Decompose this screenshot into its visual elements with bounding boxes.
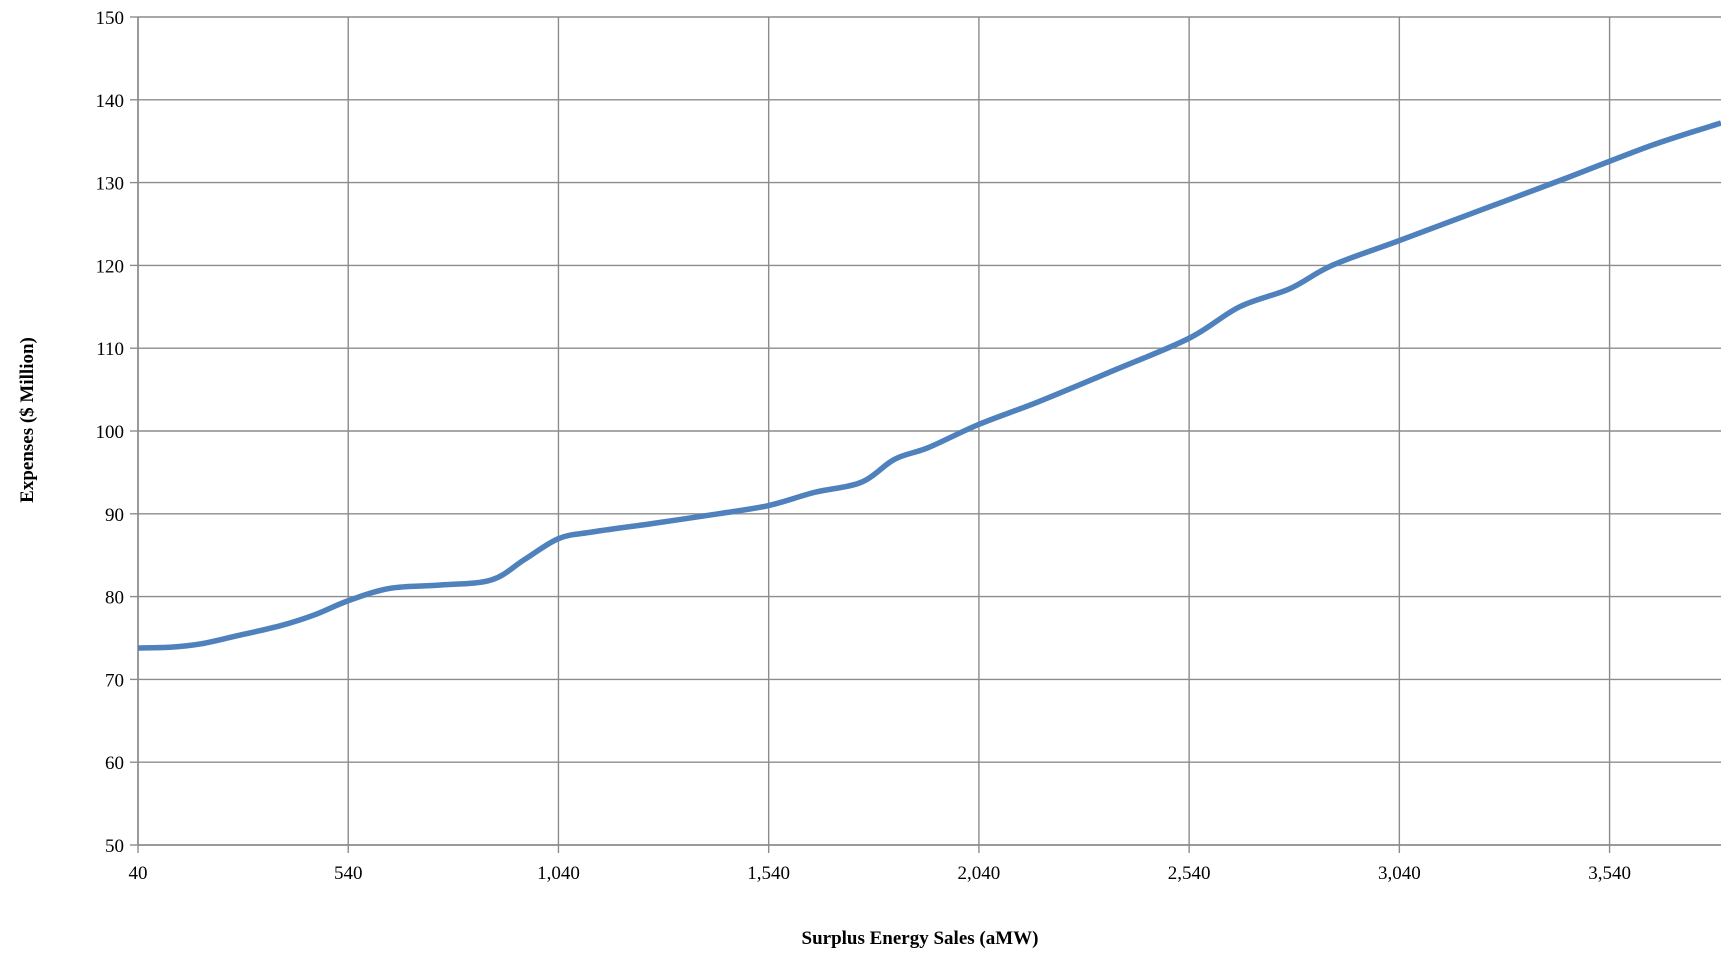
- grid-lines: [137, 16, 1721, 846]
- x-tick-label: 1,540: [747, 863, 790, 884]
- y-tick-label: 80: [105, 588, 124, 609]
- y-axis-title: Expenses ($ Million): [17, 337, 38, 503]
- y-tick-label: 110: [96, 339, 124, 360]
- series-lines: [137, 120, 1721, 651]
- y-tick-label: 100: [96, 422, 125, 443]
- y-tick-label: 50: [105, 836, 124, 857]
- x-tick-label: 2,040: [958, 863, 1001, 884]
- x-tick-label: 2,540: [1168, 863, 1211, 884]
- y-tick-label: 140: [96, 91, 125, 112]
- x-axis-title: Surplus Energy Sales (aMW): [802, 928, 1039, 949]
- y-tick-label: 150: [96, 8, 125, 29]
- y-tick-label: 120: [96, 256, 125, 277]
- x-tick-label: 3,540: [1588, 863, 1631, 884]
- axes: [130, 16, 1721, 853]
- y-tick-label: 70: [105, 670, 124, 691]
- tick-labels: 50 60 70 80 90 100 110 120 130 140 150 40 540 1,040 1,…: [96, 8, 1631, 884]
- series-line-0: [137, 120, 1721, 651]
- x-tick-label: 3,040: [1378, 863, 1421, 884]
- y-tick-label: 90: [105, 505, 124, 526]
- y-tick-label: 60: [105, 753, 124, 774]
- x-tick-label: 1,040: [537, 863, 580, 884]
- x-tick-label: 40: [129, 863, 148, 884]
- y-tick-label: 130: [96, 174, 125, 195]
- x-tick-label: 540: [334, 863, 363, 884]
